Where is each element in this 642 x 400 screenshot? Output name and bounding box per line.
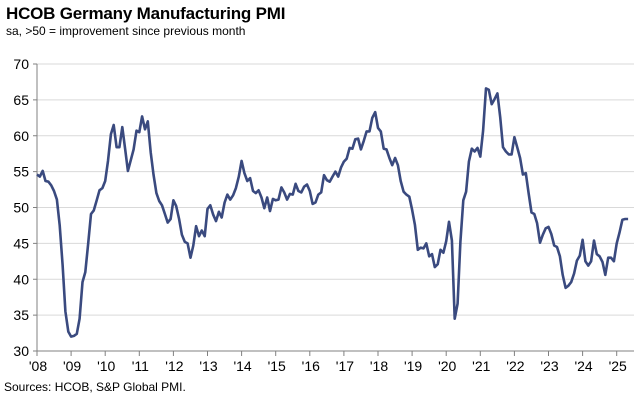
pmi-series-line	[36, 87, 629, 338]
y-tick-label: 70	[13, 56, 29, 72]
x-tick-label: '21	[472, 358, 490, 374]
chart-subtitle: sa, >50 = improvement since previous mon…	[6, 24, 246, 38]
y-tick-label: 35	[13, 307, 29, 323]
x-tick-label: '12	[165, 358, 183, 374]
x-tick-label: '17	[336, 358, 354, 374]
x-tick-label: '24	[574, 358, 592, 374]
x-tick-label: '16	[302, 358, 320, 374]
y-tick-label: 65	[13, 92, 29, 108]
x-tick-label: '13	[199, 358, 217, 374]
y-tick-label: 30	[13, 343, 29, 359]
x-tick-label: '10	[97, 358, 115, 374]
y-tick-label: 40	[13, 271, 29, 287]
x-tick-label: '09	[63, 358, 81, 374]
x-tick-label: '18	[370, 358, 388, 374]
x-tick-label: '15	[268, 358, 286, 374]
source-note: Sources: HCOB, S&P Global PMI.	[4, 380, 186, 394]
x-tick-label: '22	[506, 358, 524, 374]
y-tick-label: 45	[13, 235, 29, 251]
y-tick-label: 60	[13, 128, 29, 144]
x-tick-label: '20	[438, 358, 456, 374]
y-tick-label: 55	[13, 164, 29, 180]
x-tick-label: '11	[132, 358, 149, 374]
y-tick-label: 50	[13, 200, 29, 216]
x-tick-label: '08	[29, 358, 47, 374]
chart-title: HCOB Germany Manufacturing PMI	[6, 4, 286, 23]
x-tick-label: '19	[404, 358, 422, 374]
x-tick-label: '14	[233, 358, 251, 374]
x-tick-label: '23	[540, 358, 558, 374]
x-tick-label: '25	[609, 358, 627, 374]
